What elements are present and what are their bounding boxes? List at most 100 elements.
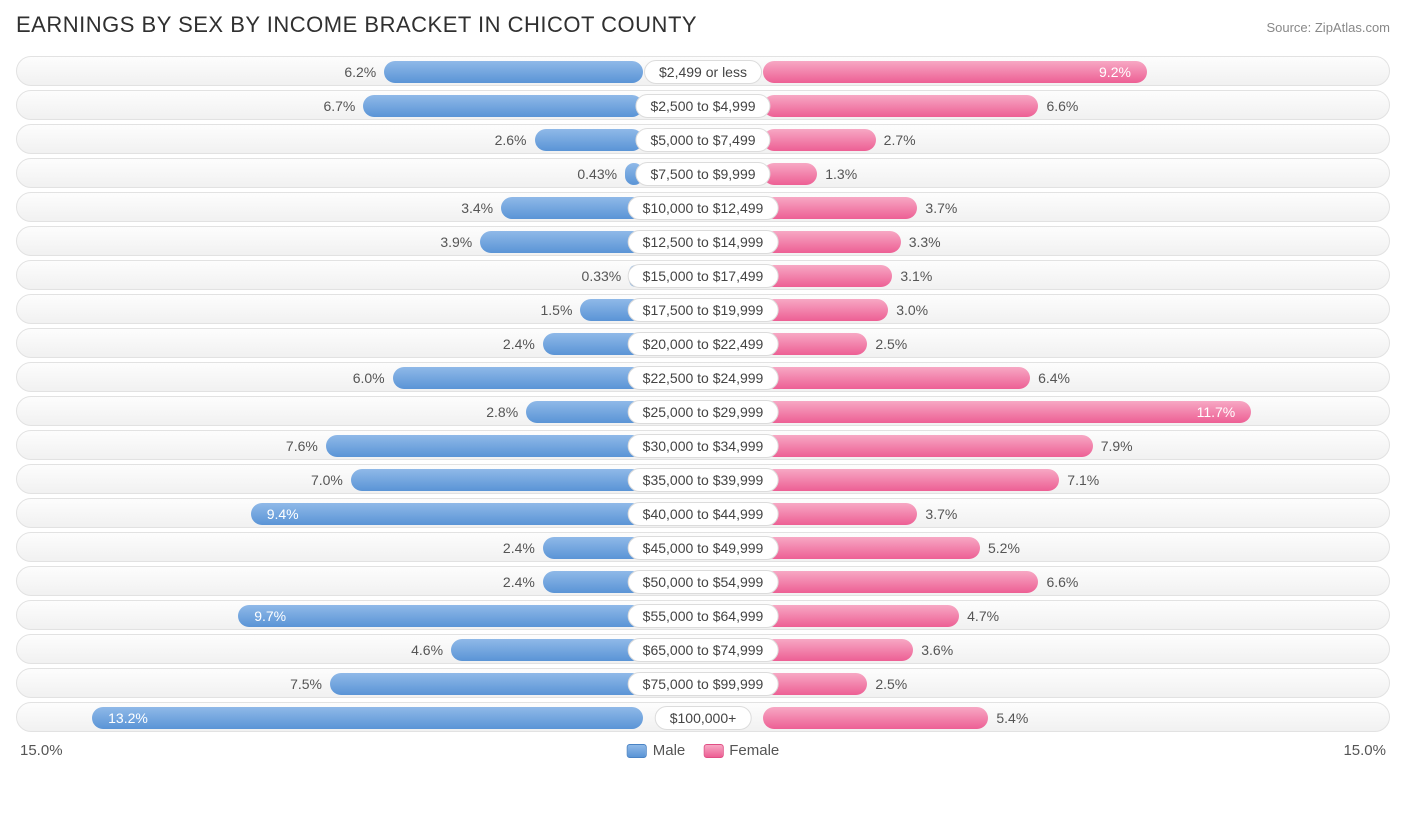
chart-row: 3.9%3.3%$12,500 to $14,999: [16, 226, 1390, 256]
female-bar: [763, 333, 867, 355]
female-bar: [763, 197, 917, 219]
row-track: 2.4%2.5%$20,000 to $22,499: [16, 328, 1390, 358]
male-value: 2.8%: [486, 397, 518, 427]
male-value: 1.5%: [540, 295, 572, 325]
row-track: 1.5%3.0%$17,500 to $19,999: [16, 294, 1390, 324]
male-bar: [451, 639, 643, 661]
chart-row: 1.5%3.0%$17,500 to $19,999: [16, 294, 1390, 324]
male-bar: [330, 673, 643, 695]
male-bar: [535, 129, 644, 151]
female-bar: [763, 673, 867, 695]
row-track: 2.8%11.7%$25,000 to $29,999: [16, 396, 1390, 426]
chart-row: 7.6%7.9%$30,000 to $34,999: [16, 430, 1390, 460]
chart-row: 0.43%1.3%$7,500 to $9,999: [16, 158, 1390, 188]
row-track: 7.6%7.9%$30,000 to $34,999: [16, 430, 1390, 460]
category-label: $45,000 to $49,999: [628, 536, 779, 560]
chart-header: EARNINGS BY SEX BY INCOME BRACKET IN CHI…: [16, 12, 1390, 38]
male-bar: [393, 367, 643, 389]
category-label: $50,000 to $54,999: [628, 570, 779, 594]
male-value: 13.2%: [100, 703, 148, 733]
category-label: $35,000 to $39,999: [628, 468, 779, 492]
male-value: 6.0%: [353, 363, 385, 393]
male-value: 9.7%: [246, 601, 286, 631]
row-track: 0.43%1.3%$7,500 to $9,999: [16, 158, 1390, 188]
female-value: 2.5%: [875, 329, 907, 359]
male-value: 0.43%: [577, 159, 617, 189]
male-value: 6.2%: [344, 57, 376, 87]
category-label: $75,000 to $99,999: [628, 672, 779, 696]
chart-row: 2.4%6.6%$50,000 to $54,999: [16, 566, 1390, 596]
legend-male: Male: [627, 742, 686, 759]
male-value: 7.0%: [311, 465, 343, 495]
chart-row: 6.2%9.2%$2,499 or less: [16, 56, 1390, 86]
female-bar: [763, 605, 959, 627]
chart-footer: 15.0% Male Female 15.0%: [16, 742, 1390, 766]
male-value: 4.6%: [411, 635, 443, 665]
category-label: $25,000 to $29,999: [628, 400, 779, 424]
category-label: $30,000 to $34,999: [628, 434, 779, 458]
male-bar: [526, 401, 643, 423]
row-track: 6.2%9.2%$2,499 or less: [16, 56, 1390, 86]
female-bar: [763, 707, 988, 729]
male-value: 0.33%: [582, 261, 622, 291]
category-label: $55,000 to $64,999: [628, 604, 779, 628]
female-value: 4.7%: [967, 601, 999, 631]
male-value: 2.4%: [503, 329, 535, 359]
axis-max-left: 15.0%: [20, 742, 63, 759]
female-value: 7.9%: [1101, 431, 1133, 461]
legend-male-label: Male: [653, 742, 686, 759]
male-bar: [384, 61, 643, 83]
category-label: $2,499 or less: [644, 60, 762, 84]
female-value: 6.6%: [1046, 91, 1078, 121]
male-value: 7.5%: [290, 669, 322, 699]
male-value: 2.4%: [503, 567, 535, 597]
female-bar: [763, 163, 817, 185]
male-bar: [363, 95, 643, 117]
female-value: 3.1%: [900, 261, 932, 291]
male-bar: [480, 231, 643, 253]
female-bar: [763, 503, 917, 525]
female-value: 3.3%: [909, 227, 941, 257]
male-value: 6.7%: [323, 91, 355, 121]
category-label: $2,500 to $4,999: [635, 94, 770, 118]
female-bar: [763, 61, 1147, 83]
row-track: 2.6%2.7%$5,000 to $7,499: [16, 124, 1390, 154]
male-value: 2.6%: [495, 125, 527, 155]
female-bar: [763, 367, 1030, 389]
chart-row: 9.7% 4.7% $55,000 to $64,999: [16, 600, 1390, 630]
chart-title: EARNINGS BY SEX BY INCOME BRACKET IN CHI…: [16, 12, 697, 38]
legend-female: Female: [703, 742, 779, 759]
row-track: 2.4%5.2%$45,000 to $49,999: [16, 532, 1390, 562]
male-value: 3.9%: [440, 227, 472, 257]
row-track: 6.0%6.4%$22,500 to $24,999: [16, 362, 1390, 392]
female-value: 7.1%: [1067, 465, 1099, 495]
male-value: 3.4%: [461, 193, 493, 223]
chart-row: 2.6%2.7%$5,000 to $7,499: [16, 124, 1390, 154]
category-label: $40,000 to $44,999: [628, 502, 779, 526]
row-track: 3.4%3.7%$10,000 to $12,499: [16, 192, 1390, 222]
row-track: 6.7% 6.6% $2,500 to $4,999: [16, 90, 1390, 120]
male-bar: [251, 503, 643, 525]
category-label: $5,000 to $7,499: [635, 128, 770, 152]
chart-row: 2.4%2.5%$20,000 to $22,499: [16, 328, 1390, 358]
chart-row: 2.8%11.7%$25,000 to $29,999: [16, 396, 1390, 426]
chart-row: 6.0%6.4%$22,500 to $24,999: [16, 362, 1390, 392]
male-bar: [238, 605, 643, 627]
male-swatch: [627, 744, 647, 758]
male-value: 2.4%: [503, 533, 535, 563]
chart-row: 4.6%3.6%$65,000 to $74,999: [16, 634, 1390, 664]
female-bar: [763, 435, 1093, 457]
female-bar: [763, 537, 980, 559]
female-bar: [763, 231, 901, 253]
axis-max-right: 15.0%: [1343, 742, 1386, 759]
row-track: 7.0% 7.1% $35,000 to $39,999: [16, 464, 1390, 494]
male-bar: [326, 435, 643, 457]
female-bar: [763, 401, 1251, 423]
female-bar: [763, 571, 1038, 593]
female-bar: [763, 265, 892, 287]
male-bar: [351, 469, 643, 491]
female-bar: [763, 469, 1059, 491]
chart-row: 3.4%3.7%$10,000 to $12,499: [16, 192, 1390, 222]
category-label: $7,500 to $9,999: [635, 162, 770, 186]
legend-female-label: Female: [729, 742, 779, 759]
